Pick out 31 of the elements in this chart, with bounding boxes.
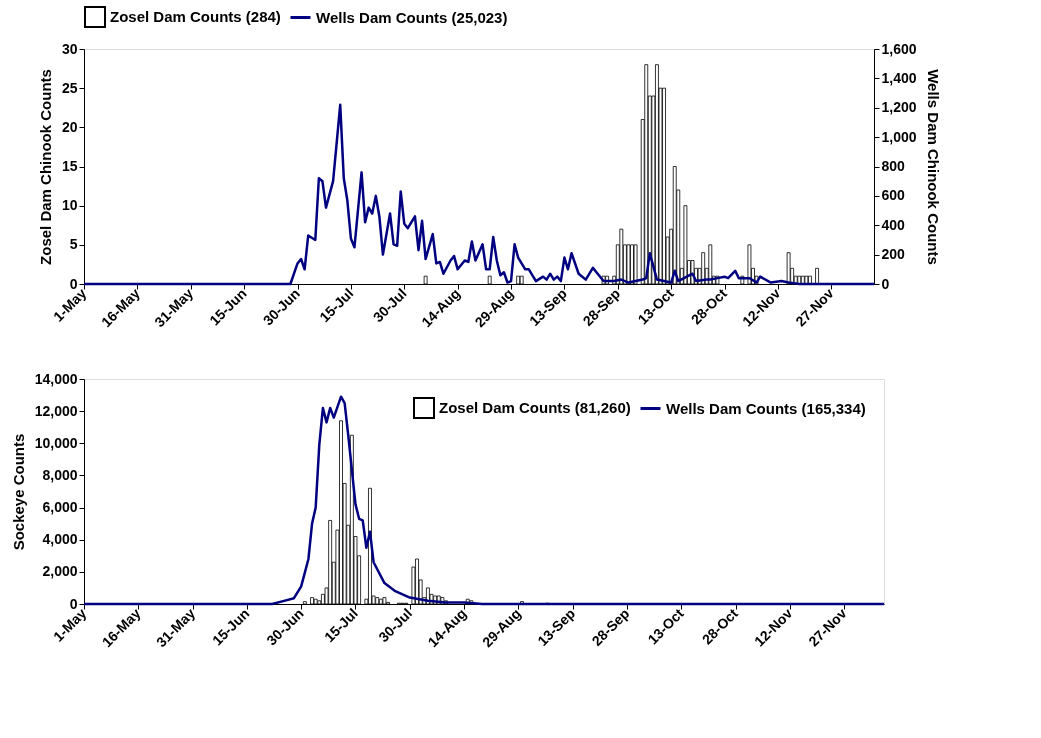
y2-tick-label: 1,200 (881, 99, 917, 116)
y2-tick-label: 800 (881, 158, 906, 174)
y-tick-label: 15 (61, 158, 78, 174)
y-tick-label: 6,000 (42, 499, 78, 516)
y-tick-label: 10 (61, 197, 78, 214)
y2-axis-title: Wells Dam Chinook Counts (924, 69, 942, 265)
y-tick-label: 0 (69, 595, 78, 612)
y-tick-label: 4,000 (42, 531, 78, 548)
y2-tick-label: 200 (881, 246, 906, 263)
legend-label: Zosel Dam Counts (81,260) (439, 399, 631, 416)
y2-tick-label: 1,000 (881, 128, 917, 145)
y-tick-label: 5 (69, 236, 78, 253)
y-axis-title: Sockeye Counts (9, 433, 27, 551)
y-tick-label: 0 (69, 275, 78, 292)
y2-tick-label: 0 (881, 275, 890, 292)
y2-tick-label: 400 (881, 216, 906, 233)
y-tick-label: 30 (61, 40, 78, 57)
y2-tick-label: 1,400 (881, 69, 917, 86)
y2-tick-label: 1,600 (881, 40, 917, 57)
y-tick-label: 10,000 (34, 434, 78, 451)
y2-tick-label: 600 (881, 187, 906, 204)
y-axis-title: Zosel Dam Chinook Counts (36, 69, 54, 265)
y-tick-label: 8,000 (42, 466, 78, 483)
legend-label: Wells Dam Counts (165,334) (666, 399, 866, 417)
legend-label: Zosel Dam Counts (284) (110, 8, 281, 25)
y-tick-label: 12,000 (34, 402, 78, 419)
y-tick-label: 25 (61, 79, 78, 96)
y-tick-label: 14,000 (34, 370, 78, 387)
y-tick-label: 2,000 (42, 563, 78, 580)
y-tick-label: 20 (61, 118, 78, 135)
legend-label: Wells Dam Counts (25,023) (316, 8, 508, 26)
